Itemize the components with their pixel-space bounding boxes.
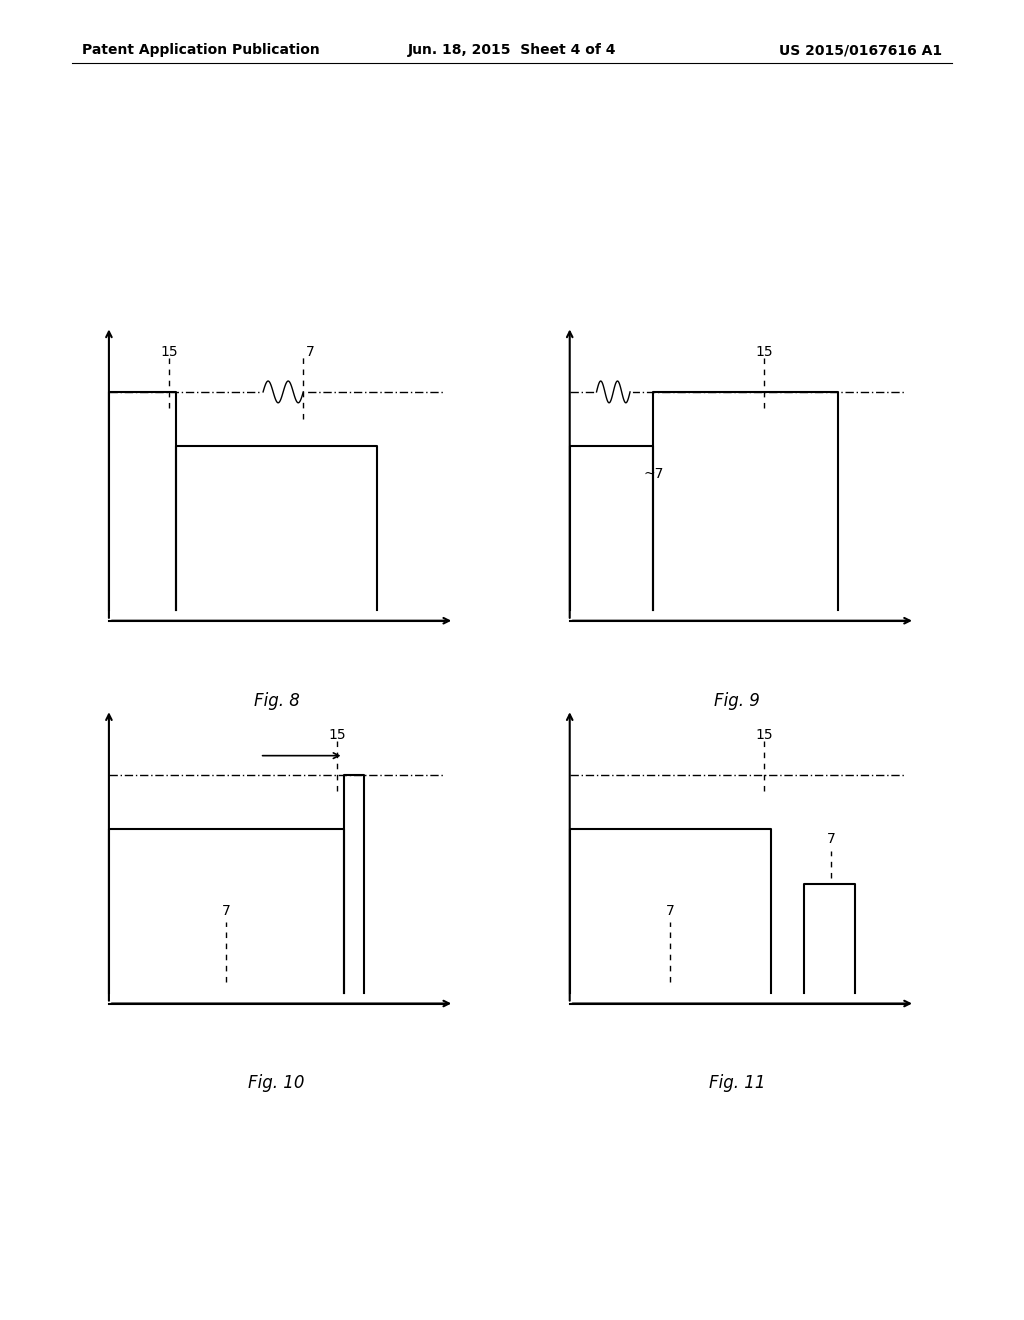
Text: 15: 15	[161, 346, 178, 359]
Text: 15: 15	[328, 729, 346, 742]
Text: Fig. 11: Fig. 11	[709, 1074, 766, 1093]
Text: 7: 7	[826, 832, 836, 846]
Text: 15: 15	[756, 346, 773, 359]
Text: 7: 7	[666, 904, 675, 917]
Text: Jun. 18, 2015  Sheet 4 of 4: Jun. 18, 2015 Sheet 4 of 4	[408, 44, 616, 57]
Text: 7: 7	[305, 346, 314, 359]
Text: Fig. 8: Fig. 8	[254, 692, 299, 710]
Text: 7: 7	[222, 904, 230, 917]
Text: Fig. 10: Fig. 10	[248, 1074, 305, 1093]
Text: Patent Application Publication: Patent Application Publication	[82, 44, 319, 57]
Text: 15: 15	[756, 729, 773, 742]
Text: ~7: ~7	[643, 467, 664, 480]
Text: Fig. 9: Fig. 9	[715, 692, 760, 710]
Text: US 2015/0167616 A1: US 2015/0167616 A1	[779, 44, 942, 57]
